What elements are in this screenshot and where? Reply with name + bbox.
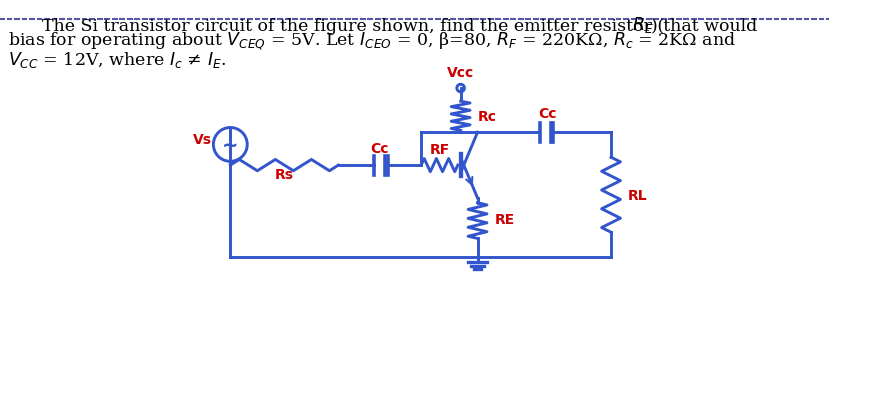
Text: Cc: Cc [370, 142, 389, 155]
Text: Rs: Rs [275, 168, 294, 182]
Text: Vs: Vs [192, 132, 212, 146]
Text: $R_E$: $R_E$ [632, 14, 654, 34]
Text: The Si transistor circuit of the figure shown, find the emitter resistor (: The Si transistor circuit of the figure … [42, 18, 664, 34]
Text: bias for operating about $V_{CEQ}$ = 5V. Let $I_{CEO}$ = 0, β=80, $R_F$ = 220KΩ,: bias for operating about $V_{CEQ}$ = 5V.… [8, 31, 736, 52]
Text: RF: RF [430, 143, 450, 157]
Text: $V_{CC}$ = 12V, where $I_c$ ≠ $I_E$.: $V_{CC}$ = 12V, where $I_c$ ≠ $I_E$. [8, 50, 226, 70]
Text: RL: RL [628, 188, 647, 202]
Text: Rc: Rc [477, 110, 497, 124]
Text: Cc: Cc [538, 107, 557, 121]
Text: ~: ~ [222, 136, 238, 155]
Text: ) that would: ) that would [652, 18, 758, 34]
Text: RE: RE [495, 213, 515, 227]
Text: Vcc: Vcc [447, 65, 475, 79]
